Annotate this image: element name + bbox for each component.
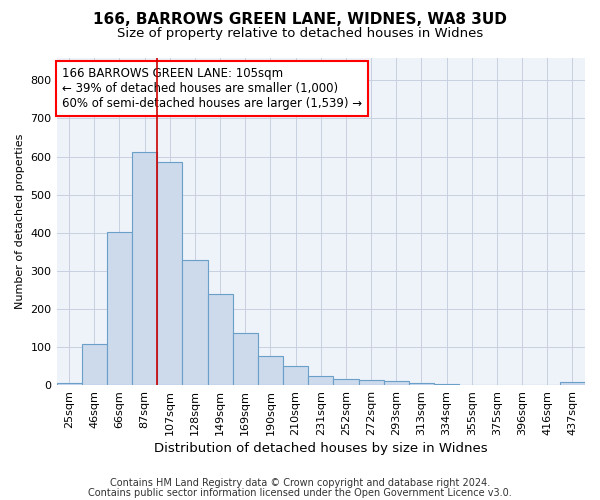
Bar	[409, 383, 434, 385]
Bar	[182, 260, 208, 385]
Bar	[359, 380, 383, 385]
Text: Size of property relative to detached houses in Widnes: Size of property relative to detached ho…	[117, 28, 483, 40]
Y-axis label: Number of detached properties: Number of detached properties	[15, 134, 25, 309]
Bar	[258, 356, 283, 385]
Bar	[383, 382, 409, 385]
Text: Contains public sector information licensed under the Open Government Licence v3: Contains public sector information licen…	[88, 488, 512, 498]
Bar	[208, 294, 233, 385]
Bar	[560, 382, 585, 385]
Bar	[233, 333, 258, 385]
X-axis label: Distribution of detached houses by size in Widnes: Distribution of detached houses by size …	[154, 442, 488, 455]
Bar	[132, 152, 157, 385]
Bar	[308, 376, 334, 385]
Bar	[107, 232, 132, 385]
Bar	[334, 380, 359, 385]
Bar	[157, 162, 182, 385]
Text: Contains HM Land Registry data © Crown copyright and database right 2024.: Contains HM Land Registry data © Crown c…	[110, 478, 490, 488]
Bar	[82, 344, 107, 385]
Text: 166, BARROWS GREEN LANE, WIDNES, WA8 3UD: 166, BARROWS GREEN LANE, WIDNES, WA8 3UD	[93, 12, 507, 28]
Bar	[283, 366, 308, 385]
Bar	[56, 383, 82, 385]
Bar	[434, 384, 459, 385]
Text: 166 BARROWS GREEN LANE: 105sqm
← 39% of detached houses are smaller (1,000)
60% : 166 BARROWS GREEN LANE: 105sqm ← 39% of …	[62, 68, 362, 110]
